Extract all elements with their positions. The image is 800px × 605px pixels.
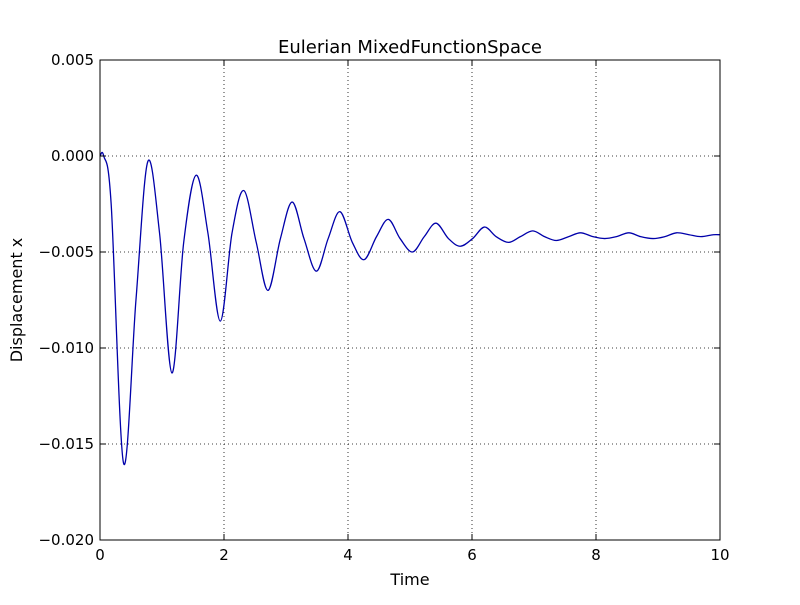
y-tick-label: 0.005 [51,51,94,69]
plot-frame [99,59,721,541]
grid [99,59,721,541]
y-tick-label: −0.005 [38,243,94,261]
x-tick-label: 10 [710,546,729,564]
y-tick-label: −0.015 [38,435,94,453]
x-tick-label: 0 [95,546,105,564]
y-tick-label: 0.000 [51,147,94,165]
y-axis-label: Displacement x [7,238,26,363]
x-tick-label: 2 [219,546,229,564]
x-tick-label: 6 [467,546,477,564]
x-tick-label: 4 [343,546,353,564]
x-axis-label: Time [389,570,429,589]
x-tick-label: 8 [591,546,601,564]
series [99,151,721,466]
chart-title: Eulerian MixedFunctionSpace [278,37,542,58]
y-tick-label: −0.010 [38,339,94,357]
y-tick-label: −0.020 [38,531,94,549]
series-line [99,151,721,466]
ticks: 0 2 4 6 8 10 −0.020 −0.015 −0.010 −0.005 0.000 0.00… [38,51,729,564]
